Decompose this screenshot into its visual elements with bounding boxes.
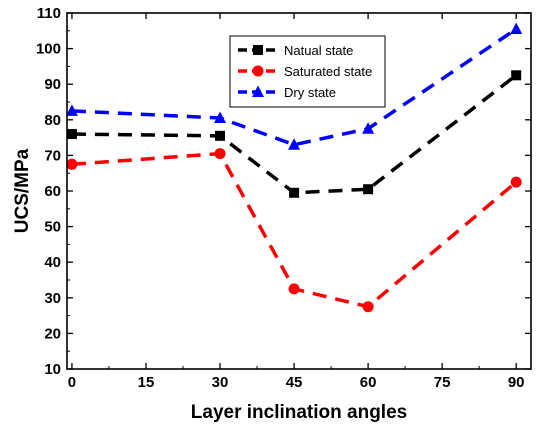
data-point: [362, 301, 374, 313]
y-axis-title: UCS/MPa: [12, 148, 33, 233]
x-tick-label: 60: [360, 374, 377, 391]
ticks-layer: 0 15 30 45 60 75 90 10 20 30 40 50 60 70 80 90 100 110: [36, 5, 531, 391]
x-tick-label: 45: [286, 374, 303, 391]
x-tick-label: 15: [138, 374, 155, 391]
series-line-2: [71, 27, 518, 147]
y-tick-label: 20: [44, 325, 61, 342]
legend-swatch-marker: [252, 85, 264, 97]
data-point: [214, 111, 227, 124]
series-layer: [65, 22, 523, 313]
data-point: [511, 70, 522, 81]
data-point: [66, 158, 78, 170]
data-point: [362, 122, 375, 134]
x-axis-title: Layer inclination angles: [191, 402, 407, 423]
data-point: [66, 129, 77, 140]
x-tick-label: 90: [508, 374, 525, 391]
data-point: [510, 176, 522, 188]
y-tick-label: 10: [44, 361, 61, 378]
y-tick-label: 80: [44, 112, 61, 129]
x-tick-label: 0: [68, 374, 76, 391]
y-tick-label: 30: [44, 290, 61, 307]
legend-label: Natual state: [284, 43, 353, 58]
legend-label: Saturated state: [284, 64, 372, 79]
data-point: [288, 138, 301, 150]
legend: Natual state Saturated state Dry state: [229, 35, 386, 108]
data-point: [363, 184, 374, 195]
data-point: [288, 283, 300, 295]
data-point: [214, 148, 226, 160]
data-point: [510, 22, 523, 35]
y-tick-label: 100: [36, 41, 61, 58]
y-tick-label: 110: [37, 5, 61, 22]
data-point: [215, 130, 226, 141]
y-tick-label: 90: [44, 76, 61, 93]
data-point: [289, 187, 300, 198]
x-tick-label: 30: [212, 374, 229, 391]
y-tick-label: 60: [44, 183, 61, 200]
y-tick-label: 40: [44, 254, 61, 271]
y-tick-label: 50: [44, 219, 61, 236]
x-tick-label: 75: [434, 374, 451, 391]
legend-label: Dry state: [284, 85, 336, 100]
data-point: [65, 104, 78, 116]
legend-swatch-marker: [253, 45, 263, 55]
y-tick-label: 70: [44, 147, 61, 164]
legend-swatch-marker: [252, 65, 264, 77]
